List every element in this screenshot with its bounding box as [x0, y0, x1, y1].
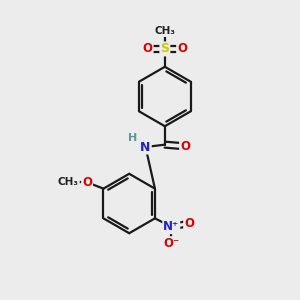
Text: O⁻: O⁻: [163, 237, 179, 250]
Text: S: S: [160, 42, 169, 56]
Text: CH₃: CH₃: [154, 26, 176, 36]
Text: O: O: [82, 176, 92, 189]
Text: CH₃: CH₃: [58, 177, 79, 187]
Text: H: H: [128, 133, 138, 143]
Text: O: O: [177, 42, 187, 56]
Text: O: O: [180, 140, 190, 153]
Text: O: O: [184, 217, 194, 230]
Text: N: N: [140, 140, 151, 154]
Text: O: O: [142, 42, 153, 56]
Text: N⁺: N⁺: [163, 220, 179, 233]
